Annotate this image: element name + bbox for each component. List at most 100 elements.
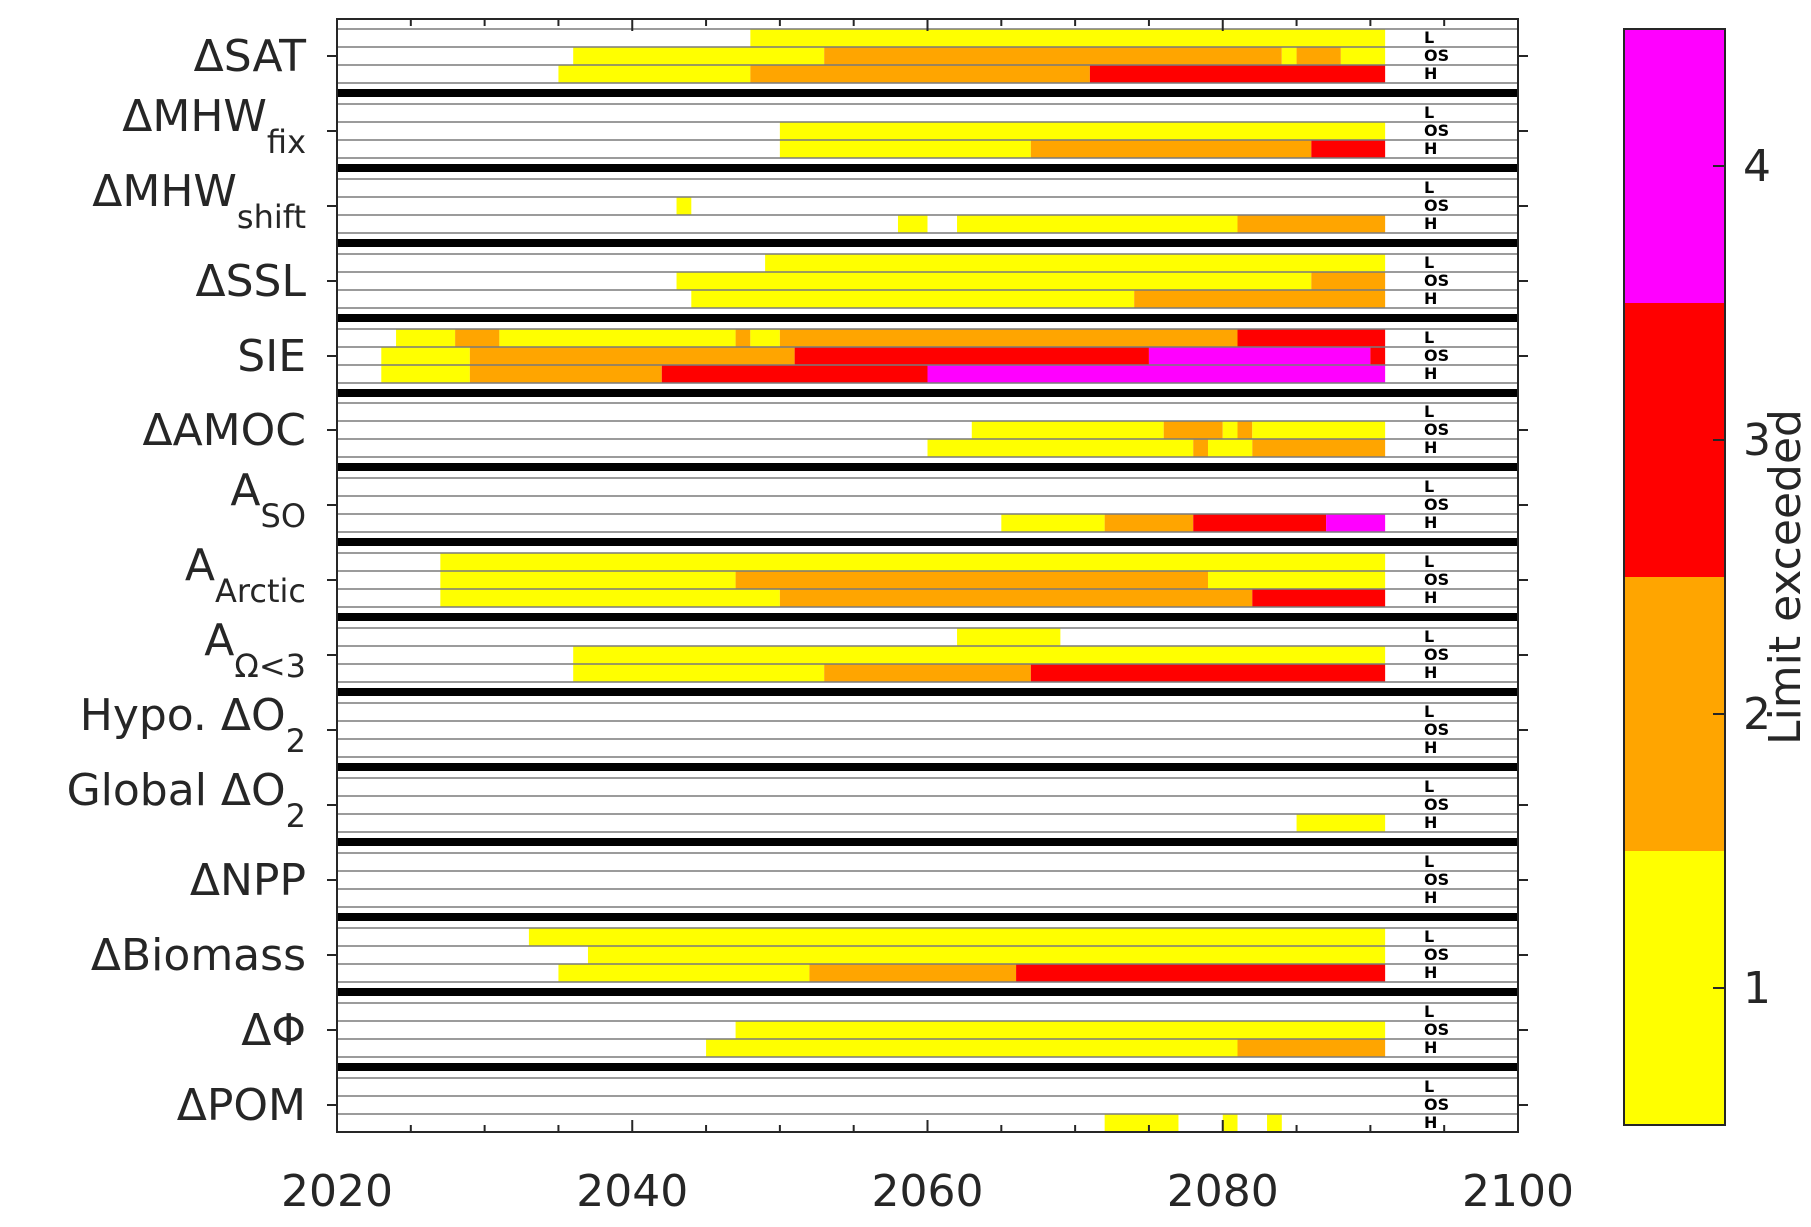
scenario-label: H <box>1424 289 1437 308</box>
row-label: AArctic <box>185 540 306 610</box>
heat-cell <box>440 589 780 607</box>
heat-cell <box>779 329 1238 347</box>
heat-cell <box>573 664 825 682</box>
heat-cell <box>1370 347 1386 365</box>
colorbar-segment <box>1624 303 1725 577</box>
heat-cell <box>1030 140 1312 158</box>
scenario-label: H <box>1424 1113 1437 1132</box>
heat-cell <box>1311 272 1386 290</box>
heat-cell <box>1222 421 1238 439</box>
heat-cell <box>558 65 751 83</box>
heat-cell <box>499 329 736 347</box>
heat-cell <box>676 272 1312 290</box>
row-label: ΔPOM <box>177 1080 306 1131</box>
scenario-label: OS <box>1424 1095 1449 1114</box>
heat-cell <box>809 964 1017 982</box>
heat-cell <box>440 571 736 589</box>
heat-cell <box>971 421 1164 439</box>
scenario-label: OS <box>1424 495 1449 514</box>
heat-cell <box>1193 514 1327 532</box>
row-label: Global ΔO2 <box>67 765 306 835</box>
scenario-label: OS <box>1424 346 1449 365</box>
scenario-label: OS <box>1424 945 1449 964</box>
heat-cell <box>1104 1114 1179 1132</box>
scenario-label: H <box>1424 214 1437 233</box>
scenario-label: L <box>1424 253 1434 272</box>
scenario-label: L <box>1424 552 1434 571</box>
heat-cell <box>1252 421 1386 439</box>
x-tick-label: 2080 <box>1167 1166 1279 1217</box>
heat-cell <box>1237 421 1253 439</box>
scenario-label: OS <box>1424 196 1449 215</box>
cells-layer <box>381 29 1386 1132</box>
heat-cell <box>440 553 1386 571</box>
colorbar-tick-label: 1 <box>1743 963 1771 1014</box>
heat-cell <box>1030 664 1386 682</box>
colorbar: 1 2 3 4 Limit exceeded <box>1623 28 1811 1126</box>
heat-cell <box>1296 814 1386 832</box>
heat-cell <box>735 329 751 347</box>
scenario-label: L <box>1424 777 1434 796</box>
heat-cell <box>765 254 1386 272</box>
row-label: ΔMHWshift <box>92 166 306 236</box>
heat-cell <box>1222 1114 1238 1132</box>
row-label: ΔBiomass <box>91 930 306 981</box>
heat-cell <box>927 365 1386 383</box>
scenario-label: L <box>1424 702 1434 721</box>
grid-layer <box>337 28 1518 1133</box>
scenario-label: OS <box>1424 1020 1449 1039</box>
row-label: ΔSAT <box>194 31 307 82</box>
scenario-label: OS <box>1424 795 1449 814</box>
scenario-label: OS <box>1424 121 1449 140</box>
heat-cell <box>1326 514 1386 532</box>
row-label: ΔAMOC <box>142 405 306 456</box>
colorbar-segment <box>1624 851 1725 1125</box>
heat-cell <box>587 946 1386 964</box>
heat-cell <box>676 197 692 215</box>
heat-cell <box>1281 47 1297 65</box>
row-label: ΔΦ <box>241 1005 306 1056</box>
heat-cell <box>735 571 1208 589</box>
x-axis: 2020 2040 2060 2080 2100 <box>281 18 1574 1217</box>
row-label: ΔMHWfix <box>122 91 306 161</box>
scenario-label: L <box>1424 178 1434 197</box>
row-label: SIE <box>237 331 306 382</box>
heat-cell <box>1267 1114 1282 1132</box>
heat-cell <box>528 928 1386 946</box>
heat-cell <box>1089 65 1386 83</box>
scenario-label: H <box>1424 813 1437 832</box>
scenario-label: L <box>1424 852 1434 871</box>
scenario-label: L <box>1424 28 1434 47</box>
heat-cell <box>469 347 795 365</box>
scenario-label: H <box>1424 663 1437 682</box>
x-tick-label: 2020 <box>281 1166 393 1217</box>
row-label: Hypo. ΔO2 <box>80 690 306 760</box>
heat-cell <box>779 122 1386 140</box>
heat-cell <box>957 215 1238 233</box>
heat-cell <box>1148 347 1371 365</box>
heat-cell <box>1001 514 1105 532</box>
scenario-label: H <box>1424 963 1437 982</box>
heat-cell <box>396 329 456 347</box>
scenario-label: H <box>1424 364 1437 383</box>
heat-cell <box>957 628 1061 646</box>
heat-cell <box>750 29 1386 47</box>
colorbar-tick-label: 3 <box>1743 415 1771 466</box>
colorbar-frame <box>1623 28 1726 1126</box>
heat-cell <box>750 65 1090 83</box>
row-label: AΩ<3 <box>204 615 306 685</box>
heat-cell <box>794 347 1149 365</box>
scenario-label: H <box>1424 438 1437 457</box>
heat-cell <box>1207 439 1253 457</box>
heat-cell <box>381 365 470 383</box>
heat-cell <box>691 290 1135 308</box>
scenario-label: H <box>1424 1038 1437 1057</box>
heat-cell <box>1252 589 1386 607</box>
scenario-label: L <box>1424 103 1434 122</box>
scenario-label: L <box>1424 1077 1434 1096</box>
heat-cell <box>661 365 928 383</box>
heat-cell <box>1296 47 1341 65</box>
x-tick-label: 2100 <box>1462 1166 1574 1217</box>
